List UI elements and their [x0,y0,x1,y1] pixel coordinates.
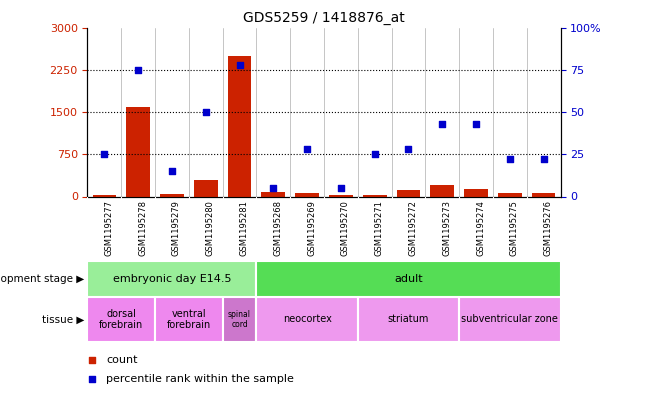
Text: GSM1195277: GSM1195277 [104,200,113,256]
Bar [223,297,257,342]
Point [99,151,110,157]
Text: GSM1195272: GSM1195272 [408,200,417,255]
Point [403,146,413,152]
Point [336,185,346,191]
Point [167,168,177,174]
Text: subventricular zone: subventricular zone [461,314,559,324]
Text: development stage ▶: development stage ▶ [0,274,84,284]
Bar [160,194,184,196]
Bar [430,185,454,196]
Text: GSM1195278: GSM1195278 [138,200,147,256]
Bar [532,193,555,196]
Text: embryonic day E14.5: embryonic day E14.5 [113,274,231,284]
Text: GSM1195269: GSM1195269 [307,200,316,255]
Point [437,121,447,127]
Point [200,109,211,115]
Point [302,146,312,152]
Text: percentile rank within the sample: percentile rank within the sample [106,374,294,384]
Text: GSM1195275: GSM1195275 [510,200,519,255]
Point [235,62,245,68]
Point [133,67,143,73]
Text: GSM1195268: GSM1195268 [273,200,283,256]
Text: GSM1195280: GSM1195280 [205,200,214,255]
Bar [227,56,251,196]
Bar [87,297,155,342]
Bar [93,195,116,196]
Text: spinal
cord: spinal cord [228,310,251,329]
Bar [464,189,488,196]
Bar [358,297,459,342]
Text: GSM1195281: GSM1195281 [240,200,249,255]
Bar [363,195,386,196]
Bar [155,297,223,342]
Point [369,151,380,157]
Bar [262,192,285,196]
Text: tissue ▶: tissue ▶ [42,314,84,324]
Bar [257,297,358,342]
Bar [194,180,218,196]
Bar [126,108,150,196]
Text: neocortex: neocortex [283,314,332,324]
Text: ventral
forebrain: ventral forebrain [167,309,211,330]
Point [268,185,279,191]
Title: GDS5259 / 1418876_at: GDS5259 / 1418876_at [243,11,405,25]
Bar [87,261,257,297]
Bar [257,261,561,297]
Bar [459,297,561,342]
Text: GSM1195276: GSM1195276 [544,200,553,256]
Text: GSM1195274: GSM1195274 [476,200,485,255]
Bar [397,190,421,196]
Text: GSM1195271: GSM1195271 [375,200,384,255]
Point [471,121,481,127]
Text: count: count [106,354,138,365]
Text: striatum: striatum [388,314,429,324]
Text: GSM1195273: GSM1195273 [442,200,451,256]
Point [87,376,97,382]
Point [505,156,515,162]
Text: adult: adult [394,274,422,284]
Text: GSM1195270: GSM1195270 [341,200,350,255]
Point [87,356,97,363]
Text: dorsal
forebrain: dorsal forebrain [99,309,143,330]
Bar [295,193,319,196]
Bar [498,193,522,196]
Point [538,156,549,162]
Bar [329,195,353,196]
Text: GSM1195279: GSM1195279 [172,200,181,255]
